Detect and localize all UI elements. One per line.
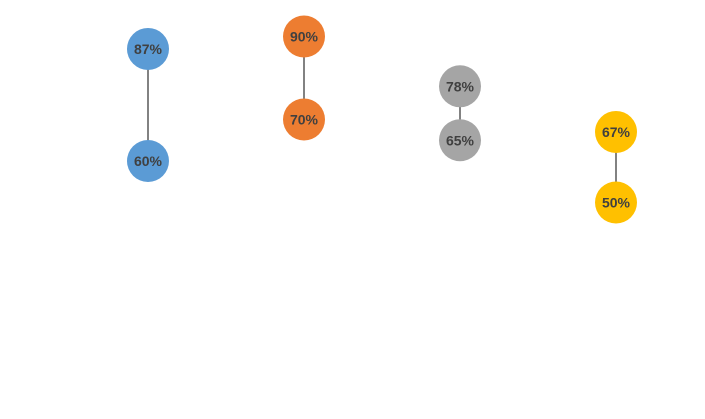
- data-label-4-high: 67%: [602, 124, 631, 140]
- data-point-4-high: [595, 110, 637, 153]
- data-point-1-low: [127, 140, 169, 182]
- data-point-2-low: [283, 98, 325, 141]
- data-label-1-high: 87%: [134, 41, 163, 57]
- data-label-2-high: 90%: [290, 29, 319, 45]
- data-point-3-low: [439, 119, 481, 162]
- data-point-3-high: [439, 65, 481, 108]
- data-point-4-low: [595, 181, 637, 224]
- data-label-4-low: 50%: [602, 195, 631, 211]
- data-label-3-low: 65%: [446, 132, 475, 148]
- data-label-3-high: 78%: [446, 78, 475, 94]
- data-label-1-low: 60%: [134, 153, 163, 169]
- data-label-2-low: 70%: [290, 112, 319, 128]
- data-point-1-high: [127, 27, 169, 70]
- data-point-2-high: [283, 15, 325, 58]
